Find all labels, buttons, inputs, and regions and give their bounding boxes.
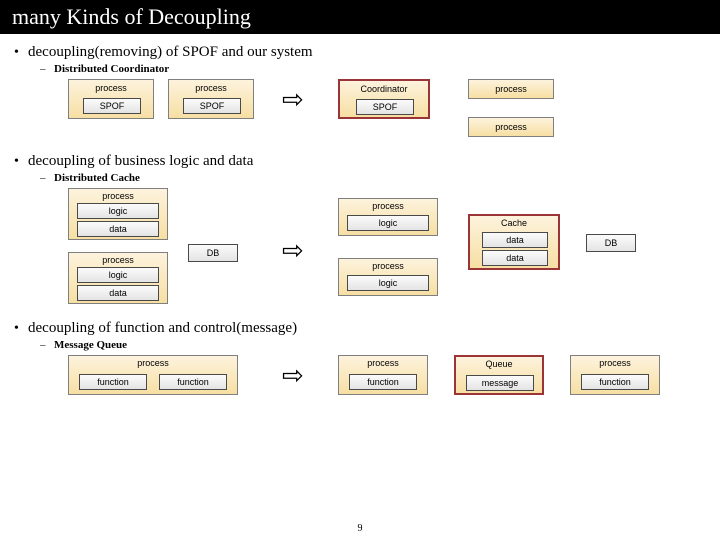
bullet-row: • decoupling of function and control(mes… <box>14 320 706 337</box>
cache-group: Cache data data <box>468 214 560 270</box>
db-cell: DB <box>188 244 238 262</box>
process-group: process logic <box>338 198 438 236</box>
arrow-icon: ⇨ <box>282 236 304 266</box>
diagram-mq: process function function ⇨ process func… <box>68 355 706 403</box>
diagram-spof: process SPOF process SPOF ⇨ Coordinator … <box>68 79 706 149</box>
sub-text: Message Queue <box>54 339 127 351</box>
process-label: process <box>372 261 404 271</box>
function-cell: function <box>349 374 417 390</box>
sub-text: Distributed Coordinator <box>54 63 169 75</box>
process-label: process <box>495 122 527 132</box>
queue-group: Queue message <box>454 355 544 395</box>
process-group: process <box>468 79 554 99</box>
bullet-dot: • <box>14 321 28 337</box>
spof-cell: SPOF <box>356 99 414 115</box>
data-cell: data <box>482 250 548 266</box>
sub-row: – Message Queue <box>40 339 706 351</box>
data-cell: data <box>77 221 159 237</box>
sub-dash: – <box>40 63 54 75</box>
sub-text: Distributed Cache <box>54 172 140 184</box>
coordinator-label: Coordinator <box>360 84 407 94</box>
process-group: process logic <box>338 258 438 296</box>
logic-cell: logic <box>77 203 159 219</box>
message-cell: message <box>466 375 534 391</box>
function-cell: function <box>581 374 649 390</box>
diagram-cache: process logic data DB process logic data… <box>68 188 706 316</box>
data-cell: data <box>482 232 548 248</box>
process-group: process SPOF <box>68 79 154 119</box>
process-label: process <box>372 201 404 211</box>
process-label: process <box>599 358 631 368</box>
sub-dash: – <box>40 172 54 184</box>
process-label: process <box>95 83 127 93</box>
process-group: process SPOF <box>168 79 254 119</box>
content: • decoupling(removing) of SPOF and our s… <box>0 34 720 409</box>
process-group: process function function <box>68 355 238 395</box>
sub-row: – Distributed Cache <box>40 172 706 184</box>
process-group: process <box>468 117 554 137</box>
arrow-icon: ⇨ <box>282 85 304 115</box>
title-bar: many Kinds of Decoupling <box>0 0 720 34</box>
process-group: process function <box>570 355 660 395</box>
page-title: many Kinds of Decoupling <box>12 4 251 29</box>
bullet-row: • decoupling(removing) of SPOF and our s… <box>14 44 706 61</box>
db-cell: DB <box>586 234 636 252</box>
queue-label: Queue <box>485 359 512 369</box>
process-group: process logic data <box>68 252 168 304</box>
bullet-text: decoupling of function and control(messa… <box>28 320 297 337</box>
process-label: process <box>195 83 227 93</box>
process-group: process function <box>338 355 428 395</box>
data-cell: data <box>77 285 159 301</box>
bullet-dot: • <box>14 154 28 170</box>
process-label: process <box>102 255 134 265</box>
function-cell: function <box>159 374 227 390</box>
spof-cell: SPOF <box>183 98 241 114</box>
cache-label: Cache <box>501 218 527 228</box>
bullet-text: decoupling(removing) of SPOF and our sys… <box>28 44 313 61</box>
logic-cell: logic <box>77 267 159 283</box>
bullet-dot: • <box>14 45 28 61</box>
coordinator-group: Coordinator SPOF <box>338 79 430 119</box>
process-label: process <box>137 358 169 368</box>
logic-cell: logic <box>347 275 429 291</box>
bullet-row: • decoupling of business logic and data <box>14 153 706 170</box>
arrow-icon: ⇨ <box>282 361 304 391</box>
logic-cell: logic <box>347 215 429 231</box>
process-group: process logic data <box>68 188 168 240</box>
spof-cell: SPOF <box>83 98 141 114</box>
sub-row: – Distributed Coordinator <box>40 63 706 75</box>
process-label: process <box>495 84 527 94</box>
process-label: process <box>367 358 399 368</box>
process-label: process <box>102 191 134 201</box>
function-cell: function <box>79 374 147 390</box>
page-number: 9 <box>358 523 363 534</box>
bullet-text: decoupling of business logic and data <box>28 153 253 170</box>
sub-dash: – <box>40 339 54 351</box>
